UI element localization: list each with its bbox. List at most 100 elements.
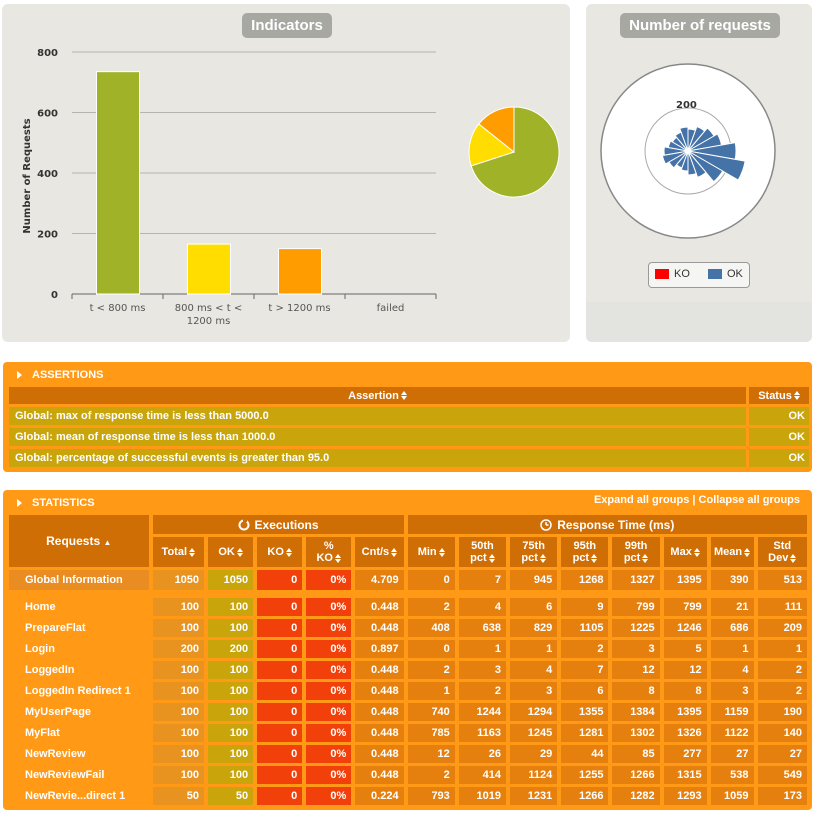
stat-cell: 0.448: [355, 598, 404, 616]
total-header[interactable]: Total: [152, 537, 205, 567]
rose-sector[interactable]: [679, 126, 689, 152]
table-row[interactable]: Login 200 200 0 0% 0.897 0 1 1 2 3 5 1 1: [9, 640, 807, 658]
assertion-row: Global: mean of response time is less th…: [9, 428, 809, 446]
expand-all-groups-link[interactable]: Expand all groups: [593, 494, 690, 506]
assertion-status: OK: [749, 407, 809, 425]
rose-sector[interactable]: [687, 150, 746, 181]
assertions-title: ASSERTIONS: [32, 369, 104, 382]
sort-icon: [285, 547, 292, 557]
request-name[interactable]: Home: [9, 598, 149, 616]
request-name[interactable]: NewReviewFail: [9, 766, 149, 784]
stat-cell: 1282: [612, 787, 660, 805]
stat-cell: 390: [710, 570, 754, 590]
stat-cell: 190: [757, 703, 807, 721]
p99-header[interactable]: 99th pct: [612, 537, 660, 567]
pie-slice-2[interactable]: [478, 106, 515, 154]
stat-cell: 7: [458, 570, 507, 590]
stat-cell: 0%: [306, 745, 352, 763]
table-row[interactable]: LoggedIn Redirect 1 100 100 0 0% 0.448 1 2 3 6 8 8 3…: [9, 682, 807, 700]
y-axis-label: Number of Requests: [22, 118, 33, 233]
rose-sector[interactable]: [687, 150, 697, 176]
rose-sector[interactable]: [661, 150, 689, 165]
statistics-title: STATISTICS: [32, 497, 95, 510]
requests-rose-chart: 200: [600, 63, 776, 239]
assertion-row: Global: percentage of successful events …: [9, 449, 809, 467]
p95-header-label: 95th: [573, 540, 597, 552]
links-separator: |: [692, 494, 696, 506]
assertion-row: Global: max of response time is less tha…: [9, 407, 809, 425]
sort-icon: [488, 553, 495, 563]
stat-cell: 0%: [306, 724, 352, 742]
stat-cell: 1281: [561, 724, 609, 742]
table-row[interactable]: NewRevie...direct 1 50 50 0 0% 0.224 793 1019 12…: [9, 787, 807, 805]
stat-cell: 9: [561, 598, 609, 616]
request-name[interactable]: NewRevie...direct 1: [9, 787, 149, 805]
global-information-row[interactable]: Global Information 1050 1050 0 0% 4.709 0 7 945 1…: [9, 570, 807, 590]
stat-cell: 799: [663, 598, 707, 616]
stat-cell: 538: [710, 766, 754, 784]
table-row[interactable]: Home 100 100 0 0% 0.448 2 4 6 9 799 799 21 111: [9, 598, 807, 616]
bar-2[interactable]: [278, 248, 322, 295]
table-row[interactable]: NewReview 100 100 0 0% 0.448 12 26 29 44 85 277 27 27: [9, 745, 807, 763]
y-tick-label: 0: [51, 290, 58, 301]
x-tick-label: 1200 ms: [187, 316, 231, 327]
stat-cell: 1124: [510, 766, 558, 784]
stat-cell: 100: [208, 682, 254, 700]
cnt-header[interactable]: Cnt/s: [355, 537, 404, 567]
requests-header[interactable]: Requests ▲: [9, 515, 149, 567]
assertion-header[interactable]: Assertion: [9, 387, 746, 404]
mean-header[interactable]: Mean: [710, 537, 754, 567]
legend-ok-label[interactable]: OK: [727, 268, 743, 280]
ko-header[interactable]: KO: [257, 537, 303, 567]
rose-sector[interactable]: [687, 150, 724, 183]
stat-cell: 408: [407, 619, 455, 637]
stat-cell: 1293: [663, 787, 707, 805]
bar-1[interactable]: [187, 243, 231, 295]
stat-cell: 0: [257, 598, 303, 616]
stat-cell: 100: [152, 682, 205, 700]
stat-cell: 0: [257, 787, 303, 805]
table-row[interactable]: MyFlat 100 100 0 0% 0.448 785 1163 1245 1281 1302 1…: [9, 724, 807, 742]
ok-header[interactable]: OK: [208, 537, 254, 567]
stat-cell: 0.448: [355, 724, 404, 742]
stat-cell: 1: [510, 640, 558, 658]
legend-ko-label[interactable]: KO: [674, 268, 690, 280]
bar-0[interactable]: [96, 71, 140, 295]
p95-header[interactable]: 95th pct: [561, 537, 609, 567]
status-header[interactable]: Status: [749, 387, 809, 404]
request-name[interactable]: Global Information: [9, 570, 149, 590]
p50-header[interactable]: 50th pct: [458, 537, 507, 567]
statistics-toggle[interactable]: STATISTICS: [17, 496, 95, 510]
rose-sector[interactable]: [687, 150, 707, 178]
clock-icon: [540, 519, 552, 532]
std-header[interactable]: Std Dev: [757, 537, 807, 567]
request-name[interactable]: PrepareFlat: [9, 619, 149, 637]
max-header[interactable]: Max: [663, 537, 707, 567]
stat-cell: 1050: [152, 570, 205, 590]
assertion-status: OK: [749, 449, 809, 467]
assertions-toggle[interactable]: ASSERTIONS: [17, 368, 104, 382]
pct-ko-header[interactable]: % KO: [306, 537, 352, 567]
request-name[interactable]: LoggedIn: [9, 661, 149, 679]
rose-sector[interactable]: [663, 146, 689, 156]
stat-cell: 1163: [458, 724, 507, 742]
request-name[interactable]: MyFlat: [9, 724, 149, 742]
min-header[interactable]: Min: [407, 537, 455, 567]
collapse-all-groups-link[interactable]: Collapse all groups: [698, 494, 800, 506]
stat-cell: 4: [458, 598, 507, 616]
table-row[interactable]: LoggedIn 100 100 0 0% 0.448 2 3 4 7 12 12 4 2: [9, 661, 807, 679]
stat-cell: 0: [257, 640, 303, 658]
stat-cell: 1019: [458, 787, 507, 805]
table-row[interactable]: PrepareFlat 100 100 0 0% 0.448 408 638 829 1105 12…: [9, 619, 807, 637]
request-name[interactable]: Login: [9, 640, 149, 658]
request-name[interactable]: MyUserPage: [9, 703, 149, 721]
pie-slice-0[interactable]: [470, 106, 560, 198]
stat-cell: 1: [407, 682, 455, 700]
table-row[interactable]: NewReviewFail 100 100 0 0% 0.448 2 414 1124 1255 1…: [9, 766, 807, 784]
table-row[interactable]: MyUserPage 100 100 0 0% 0.448 740 1244 1294 1355 1…: [9, 703, 807, 721]
request-name[interactable]: LoggedIn Redirect 1: [9, 682, 149, 700]
request-name[interactable]: NewReview: [9, 745, 149, 763]
stat-cell: 1: [710, 640, 754, 658]
stat-cell: 277: [663, 745, 707, 763]
p75-header[interactable]: 75th pct: [510, 537, 558, 567]
